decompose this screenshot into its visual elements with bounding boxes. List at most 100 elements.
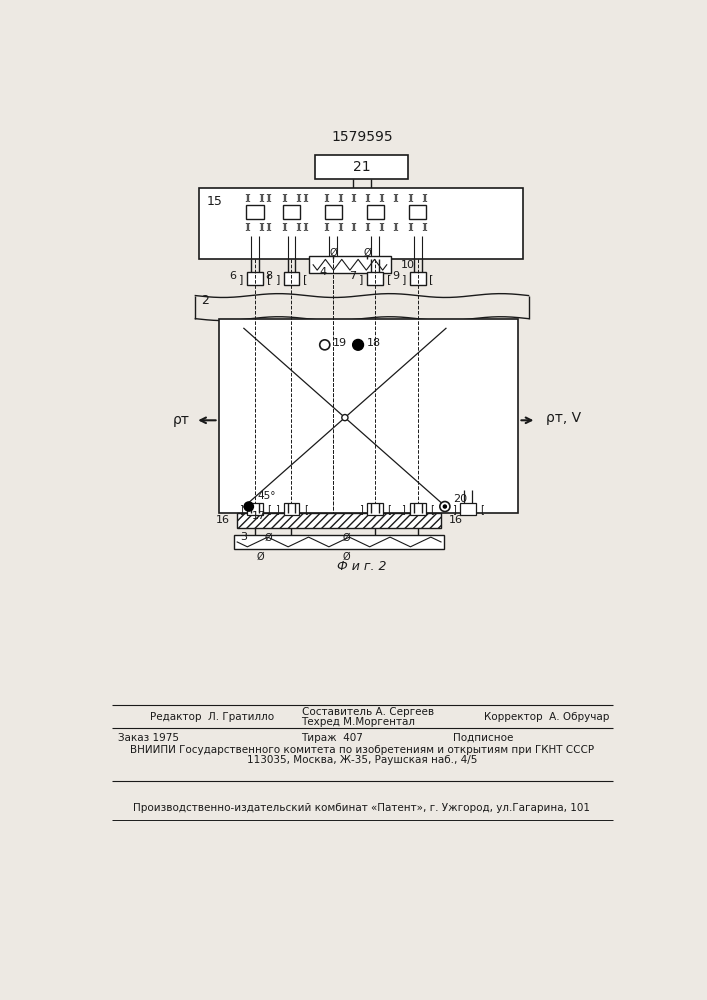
Text: ][: ][ (407, 193, 414, 202)
Bar (234, 535, 444, 549)
Text: ][: ][ (323, 223, 329, 232)
Text: ]: ] (275, 504, 279, 514)
Text: [: [ (430, 504, 434, 514)
Text: 17: 17 (252, 511, 266, 521)
Text: [: [ (387, 504, 392, 514)
Circle shape (443, 505, 446, 508)
Text: ][: ][ (379, 223, 385, 232)
Text: [: [ (481, 504, 484, 514)
Bar (284, 503, 299, 515)
Text: Ø: Ø (329, 247, 337, 257)
Text: ]: ] (359, 504, 363, 514)
Text: ]: ] (359, 274, 363, 284)
Text: ρт, V: ρт, V (547, 411, 582, 425)
Text: Корректор  А. Обручар: Корректор А. Обручар (484, 712, 609, 722)
Text: ]: ] (402, 274, 406, 284)
Text: ][: ][ (350, 223, 357, 232)
Text: ][: ][ (421, 223, 428, 232)
Text: Ø: Ø (343, 552, 351, 562)
Text: 1579595: 1579595 (331, 130, 393, 144)
Text: 21: 21 (353, 160, 370, 174)
Text: 113035, Москва, Ж-35, Раушская наб., 4/5: 113035, Москва, Ж-35, Раушская наб., 4/5 (247, 755, 477, 765)
Text: ][: ][ (379, 193, 385, 202)
Bar (315, 155, 409, 179)
Text: ][: ][ (265, 223, 272, 232)
Bar (237, 513, 441, 528)
Text: ][: ][ (302, 223, 309, 232)
Bar (410, 272, 426, 285)
Text: Ф и г. 2: Ф и г. 2 (337, 560, 387, 573)
Bar (199, 188, 523, 259)
Text: ВНИИПИ Государственного комитета по изобретениям и открытиям при ГКНТ СССР: ВНИИПИ Государственного комитета по изоб… (130, 745, 594, 755)
Text: ][: ][ (392, 223, 399, 232)
Text: [: [ (429, 274, 434, 284)
Text: ρт: ρт (173, 413, 189, 427)
Text: Составитель А. Сергеев: Составитель А. Сергеев (301, 707, 433, 717)
Bar (368, 272, 383, 285)
Text: Ø: Ø (343, 532, 351, 542)
Bar (247, 503, 263, 515)
Bar (284, 272, 299, 285)
Text: ][: ][ (259, 193, 265, 202)
Text: ][: ][ (365, 193, 372, 202)
Text: ][: ][ (295, 223, 302, 232)
Text: 18: 18 (367, 338, 381, 348)
Text: Редактор  Л. Гратилло: Редактор Л. Гратилло (151, 712, 274, 722)
Text: 45°: 45° (257, 491, 276, 501)
Text: ][: ][ (265, 193, 272, 202)
Bar (218, 319, 518, 513)
Text: 20: 20 (452, 494, 467, 504)
Text: 2: 2 (201, 294, 209, 307)
Text: ][: ][ (245, 223, 252, 232)
Text: [: [ (267, 504, 271, 514)
Bar (247, 272, 263, 285)
Text: Ø: Ø (264, 532, 272, 542)
Circle shape (341, 415, 348, 421)
Bar (367, 205, 384, 219)
Text: ]: ] (239, 504, 243, 514)
Text: ][: ][ (281, 223, 288, 232)
Text: ][: ][ (337, 223, 344, 232)
Text: ][: ][ (323, 193, 329, 202)
Bar (309, 256, 391, 273)
Bar (410, 503, 426, 515)
Circle shape (440, 502, 450, 512)
Bar (368, 503, 383, 515)
Text: 6: 6 (229, 271, 236, 281)
Text: [: [ (304, 504, 308, 514)
Text: ]: ] (402, 504, 405, 514)
Text: Производственно-издательский комбинат «Патент», г. Ужгород, ул.Гагарина, 101: Производственно-издательский комбинат «П… (134, 803, 590, 813)
Text: 15: 15 (206, 195, 222, 208)
Text: 19: 19 (333, 338, 347, 348)
Text: ][: ][ (302, 193, 309, 202)
Text: ][: ][ (421, 193, 428, 202)
Text: Ø: Ø (257, 552, 264, 562)
Text: 3: 3 (240, 532, 247, 542)
Bar (283, 205, 300, 219)
Text: Тираж  407: Тираж 407 (301, 733, 363, 743)
Bar (325, 205, 341, 219)
Bar (460, 503, 476, 515)
Text: ][: ][ (281, 193, 288, 202)
Text: 16: 16 (449, 515, 463, 525)
Text: 7: 7 (349, 271, 356, 281)
Circle shape (244, 502, 253, 511)
Text: 9: 9 (392, 271, 399, 281)
Text: [: [ (303, 274, 308, 284)
Text: ][: ][ (245, 193, 252, 202)
Text: 16: 16 (216, 515, 230, 525)
Bar (409, 205, 426, 219)
Circle shape (320, 340, 329, 350)
Text: Заказ 1975: Заказ 1975 (118, 733, 179, 743)
Text: ][: ][ (295, 193, 302, 202)
Text: [: [ (387, 274, 391, 284)
Text: ]: ] (276, 274, 280, 284)
Text: ][: ][ (350, 193, 357, 202)
Bar (247, 205, 264, 219)
Circle shape (353, 339, 363, 350)
Text: ][: ][ (392, 193, 399, 202)
Text: ][: ][ (337, 193, 344, 202)
Text: ][: ][ (407, 223, 414, 232)
Text: 10: 10 (401, 260, 415, 270)
Text: 4: 4 (320, 267, 327, 277)
